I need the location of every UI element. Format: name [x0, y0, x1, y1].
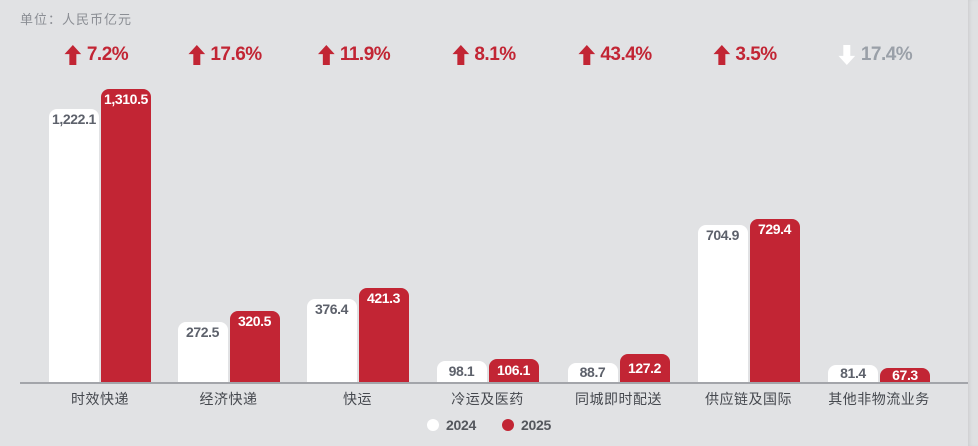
- change-percent-label: 8.1%: [474, 44, 516, 65]
- legend-label-2025: 2025: [521, 417, 551, 433]
- change-indicator: 17.6%: [187, 42, 262, 68]
- change-percent-label: 43.4%: [600, 44, 652, 65]
- up-arrow-icon: [577, 45, 595, 65]
- bar-2025: 106.1: [488, 359, 539, 383]
- legend-item-2025: 2025: [502, 417, 551, 433]
- category-label: 快运: [343, 391, 372, 407]
- change-percent-label: 7.2%: [86, 44, 129, 65]
- legend-swatch-2025-icon: [502, 419, 514, 431]
- category-label: 同城即时配送: [575, 391, 662, 407]
- bar-2024: 376.4: [306, 299, 357, 383]
- bar-value-label: 81.4: [840, 365, 866, 382]
- bar-2025: 421.3: [358, 288, 409, 383]
- change-percent-label: 17.6%: [210, 44, 262, 65]
- change-indicator: 7.2%: [64, 42, 129, 68]
- down-arrow-icon: [838, 45, 856, 65]
- bar-value-label: 1,310.5: [104, 91, 148, 107]
- bar-2024: 704.9: [697, 225, 748, 383]
- change-indicator: 11.9%: [317, 42, 391, 68]
- x-axis-line: [20, 382, 968, 384]
- up-arrow-icon: [317, 45, 335, 65]
- change-percent-label: 3.5%: [735, 44, 777, 65]
- bar-value-label: 67.3: [892, 366, 918, 383]
- bar-value-label: 127.2: [627, 359, 662, 376]
- change-percent-label: 11.9%: [339, 44, 391, 65]
- change-indicator: 17.4%: [838, 42, 913, 68]
- change-percent-label: 17.4%: [860, 44, 913, 65]
- legend-item-2024: 2024: [427, 417, 476, 433]
- bar-value-label: 1,222.1: [52, 111, 96, 127]
- up-arrow-icon: [452, 45, 469, 65]
- bar-value-label: 320.5: [237, 313, 272, 329]
- bar-2025: 1,310.5: [101, 89, 151, 383]
- unit-label: 单位：人民币亿元: [20, 12, 133, 27]
- bar-2024: 1,222.1: [49, 109, 99, 383]
- category-label: 时效快递: [71, 391, 129, 407]
- bar-value-label: 421.3: [366, 290, 401, 306]
- up-arrow-icon: [187, 45, 205, 65]
- bar-value-label: 106.1: [496, 362, 531, 379]
- category-label: 供应链及国际: [705, 391, 792, 407]
- legend-label-2024: 2024: [446, 417, 476, 433]
- change-indicator: 43.4%: [577, 42, 652, 68]
- category-label: 经济快递: [199, 391, 258, 407]
- bar-value-label: 88.7: [579, 364, 606, 381]
- bar-2024: 98.1: [436, 361, 487, 383]
- page-edge-shadow: [968, 0, 978, 446]
- bar-2025: 127.2: [619, 354, 670, 383]
- category-label: 其他非物流业务: [828, 391, 930, 407]
- bar-value-label: 98.1: [448, 363, 475, 380]
- bar-2024: 81.4: [828, 365, 878, 383]
- bar-2025: 320.5: [229, 311, 280, 383]
- bar-2024: 272.5: [177, 322, 228, 383]
- bar-2025: 67.3: [880, 366, 930, 383]
- legend: 2024 2025: [0, 415, 978, 435]
- bar-value-label: 376.4: [314, 301, 349, 317]
- bar-value-label: 704.9: [705, 227, 740, 243]
- up-arrow-icon: [64, 45, 82, 65]
- bar-value-label: 729.4: [757, 221, 792, 237]
- up-arrow-icon: [713, 45, 730, 65]
- legend-swatch-2024-icon: [427, 419, 440, 431]
- bar-2024: 88.7: [567, 363, 618, 383]
- change-indicator: 3.5%: [712, 42, 777, 68]
- bar-value-label: 272.5: [185, 324, 220, 340]
- bar-2025: 729.4: [749, 219, 800, 383]
- change-indicator: 8.1%: [451, 42, 516, 68]
- category-label: 冷运及医药: [451, 391, 524, 407]
